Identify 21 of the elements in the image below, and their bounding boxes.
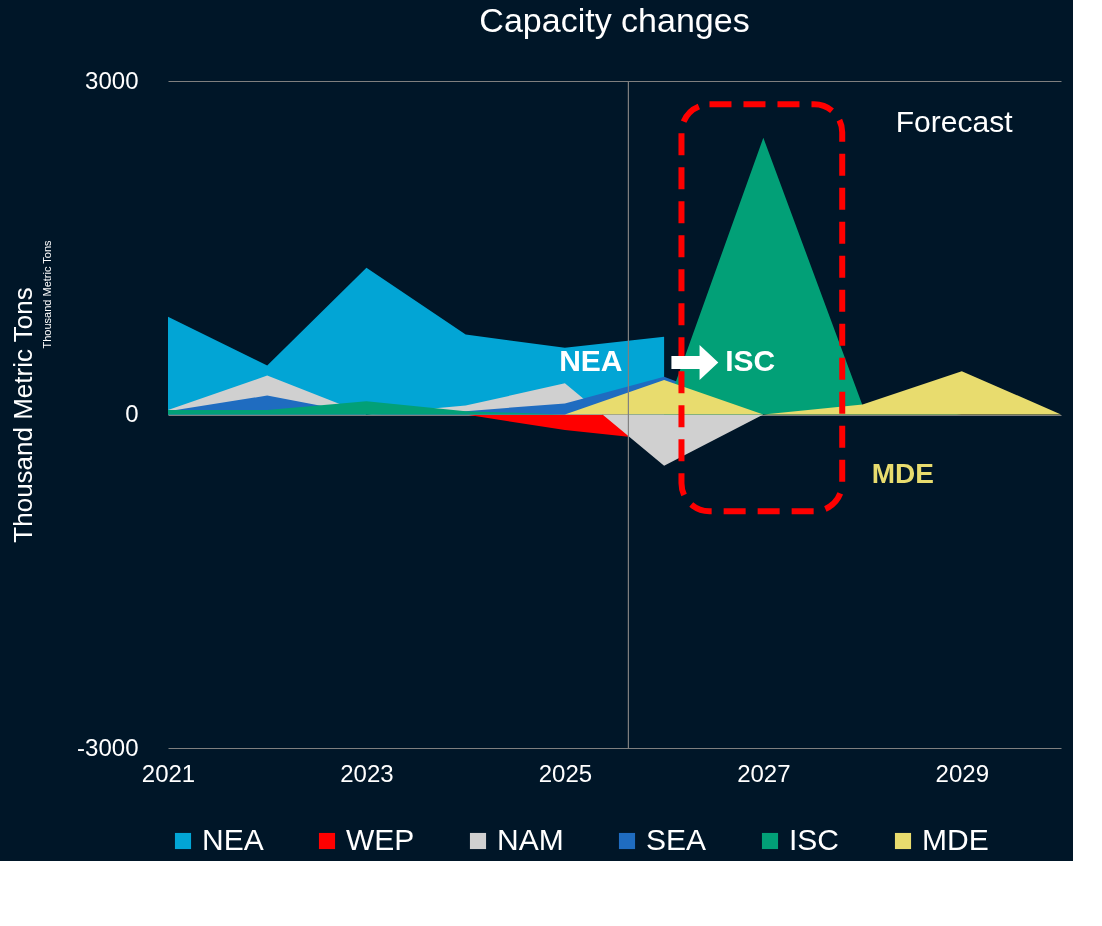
y-tick-label: -3000: [77, 733, 139, 761]
x-tick-label: 2023: [340, 759, 394, 787]
annotation: MDE: [871, 457, 934, 489]
y-tick-label: 3000: [85, 66, 139, 94]
chart-title: Capacity changes: [479, 1, 750, 39]
legend-label: NEA: [202, 823, 264, 856]
legend-label: MDE: [922, 823, 989, 856]
y-tick-label: 0: [125, 400, 139, 427]
legend-label: WEP: [346, 823, 415, 856]
x-tick-label: 2021: [141, 759, 196, 787]
legend-label: SEA: [646, 823, 707, 856]
y-axis-title: Thousand Metric Tons: [8, 287, 39, 543]
legend-label: NAM: [497, 823, 564, 856]
text: Thousand Metric Tons: [41, 240, 53, 349]
x-tick-label: 2029: [935, 759, 989, 787]
annotation: NEA: [559, 344, 623, 378]
x-tick-label: 2027: [737, 759, 791, 787]
x-tick-label: 2025: [538, 759, 593, 787]
annotation: Forecast: [895, 105, 1014, 139]
annotation: ISC: [725, 344, 776, 378]
legend-label: ISC: [789, 823, 840, 856]
